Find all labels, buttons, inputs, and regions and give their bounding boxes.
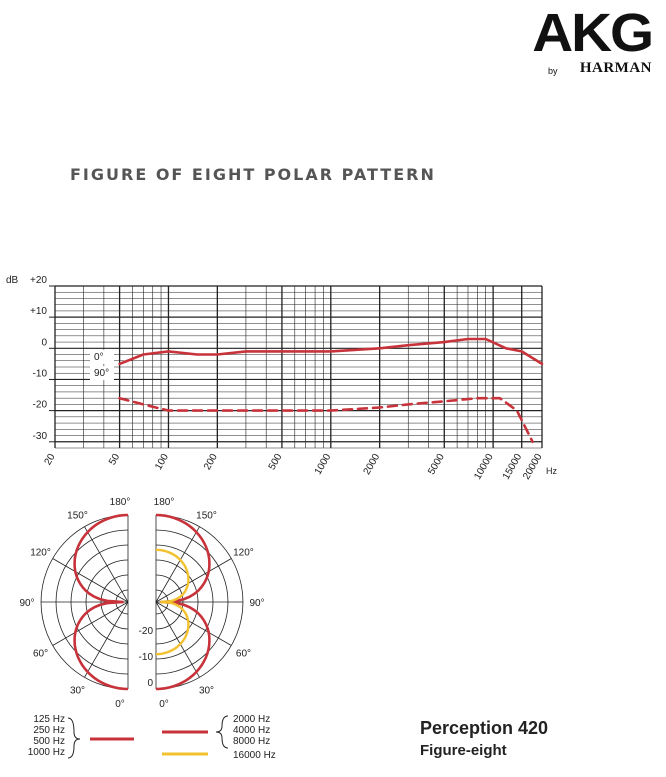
polar-pattern-chart: 180° 180° 150° 150° 120° 120° 90° 90° 60° 60° 30° 3… bbox=[19, 497, 276, 761]
series-90deg-line bbox=[118, 396, 534, 444]
angle-label-left: 180° bbox=[110, 497, 131, 508]
x-tick-label: 2000 bbox=[362, 452, 383, 477]
series-label-bg bbox=[90, 366, 114, 381]
y-tick-label: +20 bbox=[30, 275, 47, 286]
polar-right-spoke bbox=[155, 526, 200, 603]
x-tick-label: 200 bbox=[202, 452, 220, 472]
y-tick-label: -30 bbox=[33, 431, 48, 442]
y-tick-label: -10 bbox=[33, 368, 48, 379]
legend-right-freq: 4000 Hz bbox=[233, 725, 270, 736]
radial-label: 0 bbox=[147, 678, 153, 689]
legend-left-freq: 125 Hz bbox=[33, 714, 65, 725]
x-tick-label: 500 bbox=[267, 452, 285, 472]
polar-right-spoke bbox=[155, 601, 200, 678]
polar-right-spoke bbox=[155, 601, 232, 646]
legend-left-brace bbox=[67, 717, 81, 759]
brand-name: AKG bbox=[532, 3, 654, 63]
x-tick-label: 100 bbox=[153, 452, 171, 472]
series-label-bg bbox=[90, 349, 114, 364]
legend-left-freq: 500 Hz bbox=[33, 736, 65, 747]
legend-right-freq: 8000 Hz bbox=[233, 736, 270, 747]
polar-left-spoke bbox=[84, 601, 129, 678]
angle-label-right: 150° bbox=[196, 511, 217, 522]
series-label: 90° bbox=[94, 368, 109, 379]
angle-label-left: 90° bbox=[19, 598, 34, 609]
radial-label: -20 bbox=[139, 626, 154, 637]
angle-label-left: 60° bbox=[33, 649, 48, 660]
legend-right-freq: 2000 Hz bbox=[233, 714, 270, 725]
polar-left-spoke bbox=[84, 526, 129, 603]
x-tick-label: 5000 bbox=[426, 452, 447, 477]
angle-label-left: 120° bbox=[30, 548, 51, 559]
angle-label-right: 90° bbox=[249, 598, 264, 609]
series-0deg-line bbox=[118, 337, 544, 366]
product-name: Perception 420 bbox=[420, 718, 549, 738]
radial-label: -10 bbox=[139, 652, 154, 663]
series-label: 0° bbox=[94, 352, 104, 363]
product-pattern: Figure-eight bbox=[420, 742, 507, 759]
x-tick-label: 20000 bbox=[521, 452, 545, 482]
frequency-response-chart: +20 +10 0 -10 -20 -30 dB 20 50 100 200 500 1000 2000 5… bbox=[6, 275, 557, 482]
brand-by: by bbox=[548, 66, 558, 76]
polar-right-curve-yellow bbox=[155, 548, 190, 656]
y-tick-label: +10 bbox=[30, 306, 47, 317]
polar-left-curve bbox=[73, 513, 129, 691]
angle-label-left: 30° bbox=[70, 685, 85, 696]
x-axis-label: Hz bbox=[546, 466, 557, 476]
x-tick-label: 10000 bbox=[472, 452, 496, 482]
angle-label-left: 0° bbox=[115, 699, 125, 710]
polar-left-spoke bbox=[52, 601, 129, 646]
angle-label-left: 150° bbox=[67, 511, 88, 522]
polar-left-spoke bbox=[52, 558, 129, 603]
legend-right-brace bbox=[215, 715, 229, 749]
x-tick-label: 50 bbox=[107, 452, 122, 468]
x-tick-label: 20 bbox=[43, 452, 58, 468]
legend-left-freq: 250 Hz bbox=[33, 725, 65, 736]
angle-label-right: 30° bbox=[199, 685, 214, 696]
legend-right-freq: 16000 Hz bbox=[233, 750, 276, 761]
angle-label-right: 60° bbox=[236, 649, 251, 660]
angle-label-right: 0° bbox=[159, 699, 169, 710]
polar-right-spoke bbox=[155, 558, 232, 603]
product-info: Perception 420 Figure-eight bbox=[420, 718, 548, 759]
y-tick-label: 0 bbox=[41, 337, 47, 348]
brand-logo: AKG by HARMAN bbox=[492, 6, 658, 76]
figure-title: FIGURE OF EIGHT POLAR PATTERN bbox=[70, 165, 436, 184]
y-axis-label: dB bbox=[6, 275, 19, 286]
angle-label-right: 120° bbox=[233, 548, 254, 559]
x-tick-label: 1000 bbox=[313, 452, 334, 477]
brand-parent: HARMAN bbox=[579, 60, 652, 76]
y-tick-label: -20 bbox=[33, 400, 48, 411]
legend-left-freq: 1000 Hz bbox=[28, 747, 65, 758]
angle-label-right: 180° bbox=[154, 497, 175, 508]
